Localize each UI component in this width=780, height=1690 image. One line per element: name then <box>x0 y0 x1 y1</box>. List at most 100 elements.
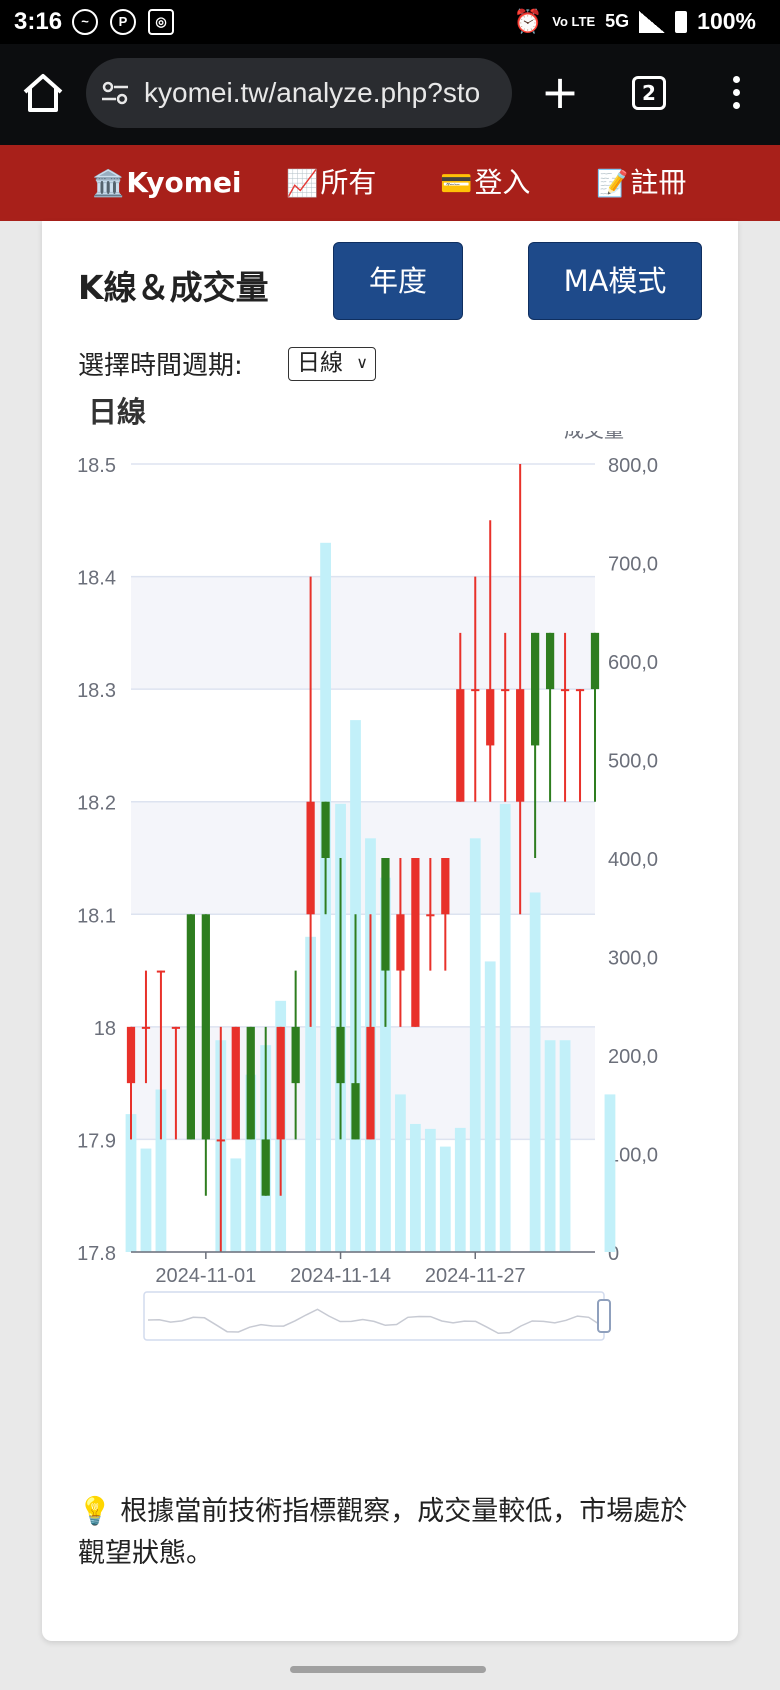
volume-bar <box>155 1089 167 1252</box>
site-navbar: 🏛️Kyomei 📈所有 💳登入 📝註冊 <box>0 145 780 221</box>
home-icon[interactable] <box>20 70 66 116</box>
chart-svg: 18.5 18.4 18.3 18.2 18.1 18 17.9 17.8 800,0 700,0… <box>77 431 658 1341</box>
signal-icon <box>639 10 666 33</box>
chevron-down-icon: ∨ <box>356 353 368 372</box>
candle-body <box>216 1139 225 1142</box>
candle-body <box>186 914 195 1140</box>
grid-band <box>131 1026 595 1140</box>
candle-body <box>201 914 210 1140</box>
ma-mode-button[interactable]: MA模式 <box>528 242 702 320</box>
y-right-tick-label: 300,0 <box>608 948 658 970</box>
volume-bar <box>380 877 391 1252</box>
candle-body <box>291 1026 300 1084</box>
candle-body <box>366 1026 375 1140</box>
datazoom-sparkline <box>147 1308 601 1335</box>
y-right-tick-label: 500,0 <box>608 751 658 773</box>
candle-body <box>276 1026 285 1140</box>
volume-bar <box>305 936 317 1252</box>
status-time: 3:16 <box>14 8 63 35</box>
y-left-tick-label: 17.9 <box>77 1130 116 1152</box>
nav-brand-kyomei[interactable]: 🏛️Kyomei <box>92 145 242 221</box>
volume-bar <box>499 803 511 1252</box>
volume-bar <box>529 892 541 1252</box>
candle-body <box>321 801 330 858</box>
tip-text: 根據當前技術指標觀察，成交量較低，市場處於觀望狀態。 <box>78 1496 688 1569</box>
volume-bar <box>409 1123 421 1252</box>
datazoom-handle <box>597 1299 611 1333</box>
chart-heading: 日線 <box>88 395 147 429</box>
kline-volume-chart[interactable]: 18.5 18.4 18.3 18.2 18.1 18 17.9 17.8 800,0 700,0… <box>42 431 738 1441</box>
parking-icon: P <box>110 9 136 35</box>
candle-body <box>590 632 600 690</box>
y-left-tick-label: 18.2 <box>77 793 116 815</box>
site-settings-icon[interactable] <box>100 80 130 106</box>
y-left-tick-label: 18.3 <box>77 680 116 702</box>
card-title: K線＆成交量 <box>78 268 269 307</box>
volume-bar <box>140 1148 152 1252</box>
incognito-icon: ◎ <box>148 9 174 35</box>
y-right-tick-label: 200,0 <box>608 1046 658 1068</box>
nav-item-register[interactable]: 📝註冊 <box>596 145 686 221</box>
period-select[interactable]: 日線 ∨ <box>288 347 376 381</box>
y-right-tick-label: 800,0 <box>608 455 658 477</box>
address-bar[interactable]: kyomei.tw/analyze.php?sto <box>86 58 512 128</box>
tab-switcher-button[interactable]: 2 <box>632 76 666 110</box>
nav-item-login[interactable]: 💳登入 <box>440 145 530 221</box>
alarm-icon: ⏰ <box>513 8 543 34</box>
overflow-menu-icon[interactable] <box>726 72 746 116</box>
y-left-tick-label: 18.4 <box>77 568 116 590</box>
status-bar: 3:16 ~ P ◎ ⏰ Vo LTE 5G 100% <box>0 0 780 44</box>
candle-body <box>560 689 570 692</box>
candle-body <box>501 689 510 692</box>
volume-bar <box>245 1074 257 1252</box>
volume-bar <box>544 1040 556 1252</box>
y-left-tick-label: 18.1 <box>77 905 116 927</box>
candle-body <box>471 689 480 692</box>
volume-bar <box>230 1158 242 1252</box>
lightbulb-icon: 💡 <box>78 1496 112 1527</box>
datazoom-slider <box>143 1291 605 1341</box>
y-left-tick-label: 18 <box>94 1018 116 1040</box>
candle-body <box>486 689 495 746</box>
candle-body <box>351 1083 360 1140</box>
nav-label: 所有 <box>320 166 377 199</box>
candle-body <box>246 1026 255 1140</box>
candle-body <box>231 1026 240 1140</box>
y-left-tick-label: 18.5 <box>77 455 116 477</box>
candle-body <box>426 914 435 917</box>
candle-body <box>516 689 525 802</box>
year-button[interactable]: 年度 <box>333 242 463 320</box>
y-right-tick-label: 600,0 <box>608 652 658 674</box>
candle-body <box>126 1026 136 1084</box>
candle-body <box>156 970 166 973</box>
y-right-tick-label: 0 <box>608 1243 619 1265</box>
volume-bar <box>559 1040 571 1252</box>
candle-body <box>456 689 465 802</box>
memo-icon: 📝 <box>596 169 629 199</box>
candle-body <box>575 689 585 692</box>
volume-bar <box>454 1127 466 1252</box>
nav-label: Kyomei <box>126 166 242 199</box>
y-right-tick-label: 400,0 <box>608 849 658 871</box>
x-tick-label: 2024-11-27 <box>425 1265 526 1287</box>
analysis-tip: 💡 根據當前技術指標觀察，成交量較低，市場處於觀望狀態。 <box>78 1491 708 1575</box>
candle-body <box>141 1026 151 1029</box>
candle-body <box>396 914 405 971</box>
y-right-tick-label: 700,0 <box>608 554 658 576</box>
bank-icon: 🏛️ <box>92 169 125 199</box>
candle-body <box>336 1026 345 1084</box>
volume-bar <box>484 961 496 1252</box>
nav-label: 註冊 <box>630 166 687 199</box>
volume-bar <box>604 1094 616 1252</box>
chart-card: K線＆成交量 年度 MA模式 選擇時間週期: 日線 ∨ 日線 18.5 18.4 1… <box>42 221 738 1641</box>
url-text: kyomei.tw/analyze.php?sto <box>144 77 481 108</box>
battery-percent: 100% <box>697 8 756 34</box>
new-tab-button[interactable]: + <box>540 65 580 119</box>
volume-bar <box>125 1114 137 1252</box>
candle-body <box>441 858 450 915</box>
nav-item-all[interactable]: 📈所有 <box>286 145 376 221</box>
status-right: ⏰ Vo LTE 5G 100% <box>514 8 756 35</box>
chart-up-icon: 📈 <box>286 169 319 199</box>
gesture-bar <box>290 1666 486 1673</box>
messenger-icon: ~ <box>72 9 98 35</box>
